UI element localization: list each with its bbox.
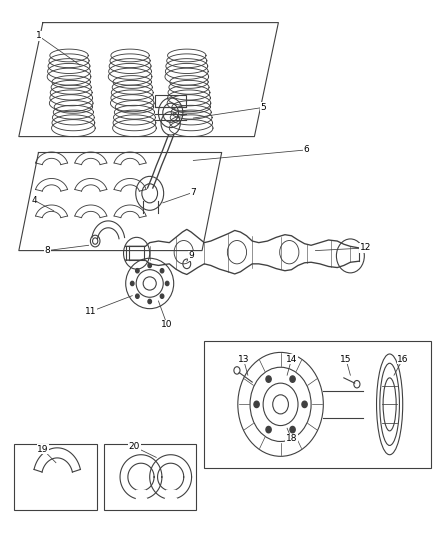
Text: 15: 15: [339, 355, 351, 364]
Circle shape: [254, 401, 258, 408]
Text: 13: 13: [237, 355, 249, 364]
Circle shape: [160, 269, 163, 273]
Text: 6: 6: [303, 146, 309, 155]
Bar: [155, 95, 186, 108]
Text: 16: 16: [396, 355, 407, 364]
Circle shape: [135, 294, 139, 298]
Text: 5: 5: [260, 103, 265, 112]
Text: 18: 18: [285, 434, 297, 443]
Text: 8: 8: [44, 246, 50, 255]
Circle shape: [130, 281, 134, 286]
Text: 11: 11: [85, 307, 96, 316]
Text: 9: 9: [188, 252, 194, 261]
Circle shape: [148, 263, 151, 268]
Circle shape: [135, 269, 139, 273]
Circle shape: [289, 426, 294, 433]
Circle shape: [148, 300, 151, 304]
Text: 4: 4: [31, 196, 37, 205]
Bar: [14, 444, 97, 511]
Circle shape: [265, 376, 271, 382]
Circle shape: [165, 281, 169, 286]
Text: 10: 10: [161, 320, 173, 329]
Text: 19: 19: [37, 445, 49, 454]
Text: 20: 20: [128, 442, 140, 451]
Circle shape: [301, 401, 307, 408]
Bar: [104, 444, 195, 511]
Circle shape: [160, 294, 163, 298]
Circle shape: [289, 376, 294, 382]
Circle shape: [265, 426, 271, 433]
Text: 7: 7: [190, 188, 196, 197]
Text: 14: 14: [285, 355, 297, 364]
Text: 12: 12: [359, 244, 371, 253]
Text: 1: 1: [35, 31, 41, 41]
Bar: [204, 341, 430, 468]
